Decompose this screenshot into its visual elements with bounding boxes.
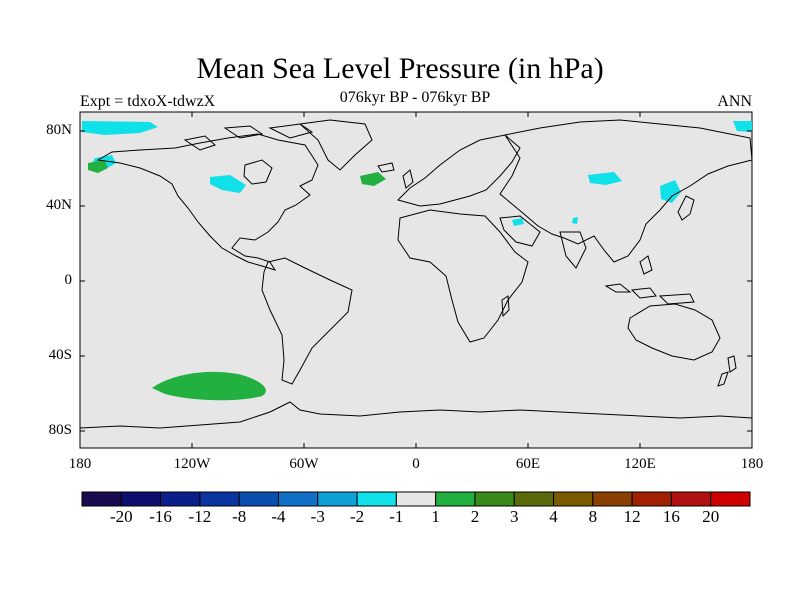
- colorbar-box: [120, 491, 162, 507]
- coastline-antarctica: [79, 401, 753, 429]
- lat-label: 40N: [46, 197, 72, 213]
- coastline-africa: [397, 209, 529, 343]
- colorbar-label: -4: [271, 507, 286, 526]
- colorbar-box: [670, 491, 712, 507]
- colorbar-label: 20: [702, 507, 720, 526]
- colorbar-box: [160, 491, 201, 507]
- anomaly-patch-green: [360, 172, 386, 186]
- lat-label: 40S: [48, 347, 72, 363]
- anomaly-patch-cyan: [210, 175, 246, 193]
- lon-label: 60E: [515, 456, 541, 472]
- map-plot-area: [79, 111, 753, 449]
- coastline-uk: [402, 169, 414, 189]
- colorbar-box: [553, 491, 594, 507]
- coastline-new-zealand: [717, 355, 737, 387]
- colorbar-box: [277, 491, 319, 507]
- lon-label: 120W: [173, 456, 211, 472]
- anomaly-patch-green: [88, 160, 108, 173]
- anomaly-patch-cyan: [82, 121, 158, 135]
- anomaly-patch-cyan: [660, 180, 681, 203]
- lat-label: 80S: [48, 422, 72, 438]
- lon-label: 180: [68, 456, 92, 472]
- coastline-hudson-bay: [243, 159, 273, 185]
- map-subtitle: 076kyr BP - 076kyr BP: [339, 89, 491, 106]
- colorbar-label: -1: [389, 507, 404, 526]
- coastline-north-america: [96, 133, 319, 271]
- colorbar-box: [435, 491, 476, 507]
- colorbar-box: [395, 491, 437, 507]
- colorbar-label: 12: [623, 507, 641, 526]
- lat-label: 0: [64, 272, 73, 288]
- colorbar-label: -16: [149, 507, 172, 526]
- lon-label: 120E: [624, 456, 656, 472]
- coastline-japan: [677, 195, 695, 221]
- coastline-arctic-islands: [183, 123, 314, 151]
- coastline-iceland: [377, 162, 395, 173]
- colorbar-label: -20: [109, 507, 133, 526]
- coastline-south-america: [261, 257, 353, 385]
- anomaly-patch-green: [152, 371, 266, 401]
- colorbar-label: 16: [662, 507, 680, 526]
- colorbar-box: [631, 491, 672, 507]
- anomaly-patch-cyan: [512, 218, 524, 226]
- colorbar-label: -12: [188, 507, 212, 526]
- coastline-greenland: [298, 119, 373, 171]
- anomaly-patches: [82, 121, 752, 401]
- map-ticks: [80, 112, 752, 448]
- lat-label: 80N: [46, 122, 72, 138]
- experiment-label: Expt = tdxoX-tdwzX: [80, 93, 216, 110]
- coastline-madagascar: [501, 295, 510, 318]
- colorbar-box: [317, 491, 358, 507]
- colorbar-box: [238, 491, 279, 507]
- colorbar: [81, 491, 751, 507]
- colorbar-label: -3: [310, 507, 325, 526]
- colorbar-label: 3: [509, 507, 519, 526]
- lon-label: 180: [740, 456, 764, 472]
- colorbar-box: [356, 491, 397, 507]
- coastline-indonesia: [604, 255, 695, 305]
- colorbar-label: 4: [549, 507, 558, 526]
- colorbar-label: -2: [349, 507, 365, 526]
- colorbar-box: [474, 491, 515, 507]
- anomaly-patch-cyan: [733, 121, 752, 132]
- anomaly-patch-cyan: [572, 217, 578, 224]
- colorbar-box: [592, 491, 633, 507]
- colorbar-box: [199, 491, 240, 507]
- coastlines: [79, 119, 753, 429]
- colorbar-label: -8: [232, 507, 247, 526]
- coastline-australia: [627, 303, 721, 361]
- coastline-india: [559, 231, 587, 269]
- map-title: Mean Sea Level Pressure (in hPa): [196, 52, 604, 85]
- lon-label: 0: [412, 456, 420, 472]
- colorbar-box: [81, 491, 122, 507]
- anomaly-patch-cyan: [588, 172, 622, 185]
- colorbar-box: [710, 491, 751, 507]
- colorbar-label: 2: [470, 507, 480, 526]
- colorbar-box: [513, 491, 555, 507]
- coastline-asia: [499, 119, 753, 263]
- colorbar-label: 8: [588, 507, 598, 526]
- season-label: ANN: [717, 93, 752, 110]
- coastline-europe: [397, 134, 521, 207]
- coastline-arabia: [499, 215, 541, 247]
- colorbar-label: 1: [431, 507, 440, 526]
- lon-label: 60W: [289, 456, 319, 472]
